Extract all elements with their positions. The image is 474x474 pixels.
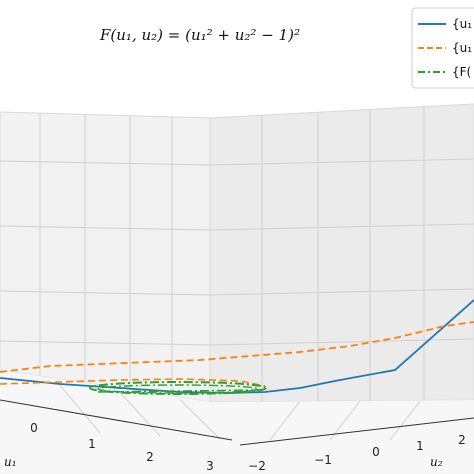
series-3-ring-inner (97, 384, 259, 394)
grid-left-h-1 (0, 225, 211, 231)
chart-title: F(u₁, u₂) = (u₁² + u₂² − 1)² (99, 26, 300, 44)
x-tick-label-2: 2 (146, 450, 154, 464)
grid-left-h-3 (0, 340, 211, 346)
grid-floor-b-0 (269, 400, 301, 441)
back-pane-right (209, 103, 474, 403)
grid-right-h-0 (209, 158, 474, 166)
x-axis-line (0, 399, 233, 441)
floor-pane (0, 370, 474, 474)
grid-floor-b-1 (329, 400, 361, 441)
x-tick-label-1: 1 (88, 437, 96, 451)
series-2-line (0, 321, 474, 373)
y-tick-label-1: −1 (314, 453, 332, 467)
grid-right-h-1 (209, 223, 474, 231)
legend-label-1: {u₁ (452, 17, 472, 31)
x-tick-label-3: 3 (206, 459, 214, 473)
y-tick-label-2: 0 (372, 445, 380, 459)
y-axis-label: u₂ (430, 455, 443, 469)
grid-floor-a-0 (59, 384, 101, 434)
legend-label-3: {F( (452, 65, 471, 79)
y-tick-label-0: −2 (248, 459, 266, 473)
grid-left-h-0 (0, 160, 211, 166)
y-axis-line (239, 417, 474, 446)
legend-box (411, 7, 474, 89)
grid-floor-a-2 (179, 399, 221, 440)
legend-label-2: {u₁ (452, 41, 472, 55)
series-3-spine (97, 389, 263, 393)
y-tick-label-3: 1 (416, 439, 424, 453)
grid-floor-b-2 (389, 400, 421, 441)
y-tick-label-4: 2 (458, 433, 466, 447)
grid-left-h-2 (0, 290, 211, 296)
x-axis-label: u₁ (4, 455, 17, 469)
grid-floor-a-1 (119, 392, 161, 437)
x-tick-label-0: 0 (30, 421, 38, 435)
series-2-line-lower (0, 378, 266, 387)
series-3-ring (89, 381, 267, 395)
grid-right-h-2 (209, 288, 474, 296)
back-pane-left (0, 111, 211, 403)
grid (0, 106, 474, 441)
legend: {u₁ {u₁ {F( (411, 7, 474, 89)
